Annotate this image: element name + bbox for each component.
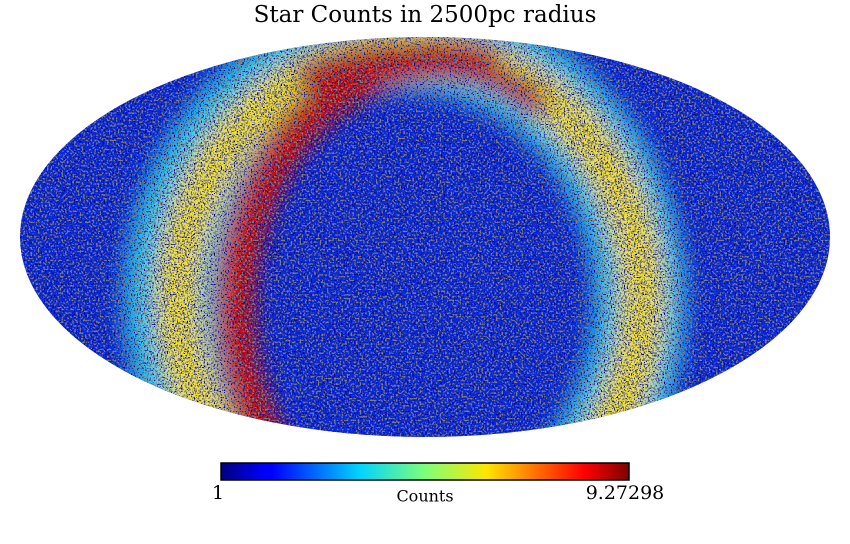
map-bad-pixels: [20, 37, 830, 437]
colorbar: [220, 462, 630, 481]
colorbar-max-label: 9.27298: [586, 482, 665, 504]
chart-title: Star Counts in 2500pc radius: [254, 2, 597, 28]
colorbar-label: Counts: [396, 487, 453, 506]
colorbar-min-label: 1: [212, 482, 224, 504]
sky-map: [20, 37, 830, 437]
